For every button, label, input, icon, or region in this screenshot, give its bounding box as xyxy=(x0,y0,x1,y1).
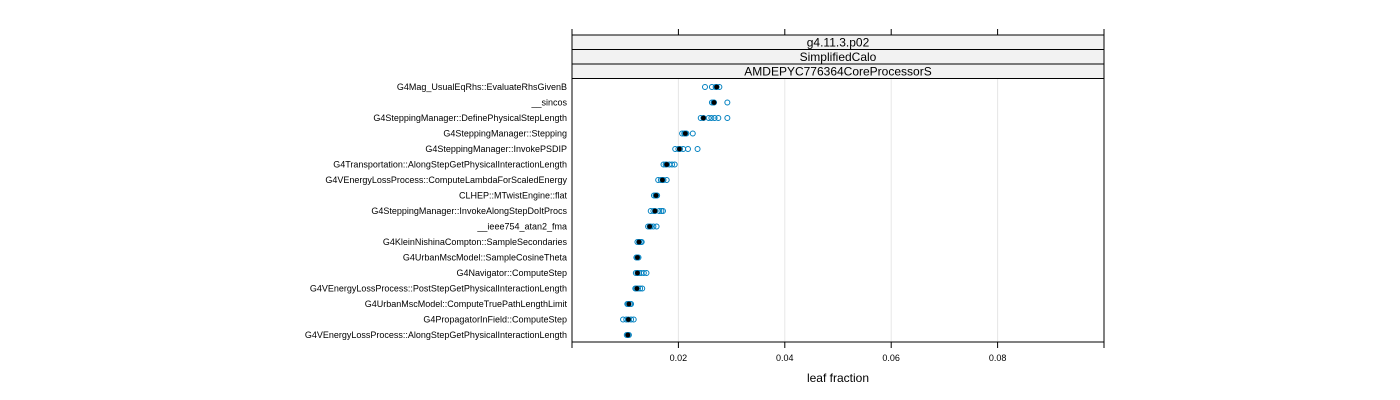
data-point xyxy=(708,115,715,121)
data-point xyxy=(669,161,676,168)
median-marker xyxy=(634,286,640,291)
category-label: CLHEP::MTwistEngine::flat xyxy=(459,191,568,201)
data-point xyxy=(705,115,712,121)
x-tick-label: 0.04 xyxy=(776,353,794,363)
category-label: G4UrbanMscModel::SampleCosineTheta xyxy=(403,253,567,263)
median-marker xyxy=(652,208,658,214)
median-marker xyxy=(701,115,706,121)
data-point xyxy=(659,208,666,214)
data-point xyxy=(724,115,731,121)
category-label: G4Navigator::ComputeStep xyxy=(456,268,567,278)
x-tick-label: 0.08 xyxy=(989,353,1007,363)
data-point xyxy=(651,208,658,214)
category-label: G4UrbanMscModel::ComputeTruePathLengthLi… xyxy=(365,299,568,309)
data-point xyxy=(724,99,731,106)
strip-label: SimplifiedCalo xyxy=(800,50,877,64)
data-point xyxy=(711,99,718,106)
category-label: G4SteppingManager::Stepping xyxy=(443,129,567,139)
median-marker xyxy=(635,255,640,260)
data-point xyxy=(713,84,720,90)
data-point xyxy=(715,115,722,121)
data-point xyxy=(711,115,718,121)
data-point xyxy=(639,285,646,292)
strip-label: AMDEPYC776364CoreProcessorS xyxy=(744,65,931,79)
category-label: G4Transportation::AlongStepGetPhysicalIn… xyxy=(333,160,567,170)
strip-label: g4.11.3.p02 xyxy=(807,36,870,50)
median-marker xyxy=(682,131,688,136)
data-point xyxy=(684,146,691,152)
x-tick-label: 0.06 xyxy=(882,353,900,363)
median-marker xyxy=(636,239,642,245)
panel-border xyxy=(571,78,1105,343)
x-axis: 0.02 0.04 0.06 0.08 xyxy=(571,29,1105,363)
data-point xyxy=(630,316,637,323)
category-label: G4VEnergyLossProcess::ComputeLambdaForSc… xyxy=(325,175,567,185)
category-label: __sincos xyxy=(530,98,567,108)
median-marker xyxy=(664,162,670,167)
strip-headers: g4.11.3.p02SimplifiedCaloAMDEPYC776364Co… xyxy=(571,34,1105,79)
data-point xyxy=(640,270,647,276)
category-label: G4SteppingManager::DefinePhysicalStepLen… xyxy=(373,113,567,123)
category-label: __ieee754_atan2_fma xyxy=(476,222,567,232)
data-point xyxy=(653,223,660,230)
category-label: G4Mag_UsualEqRhs::EvaluateRhsGivenB xyxy=(397,82,567,92)
median-marker xyxy=(647,224,653,229)
data-point xyxy=(643,270,650,276)
category-label: G4VEnergyLossProcess::AlongStepGetPhysic… xyxy=(305,330,567,340)
category-label: G4KleinNishinaCompton::SampleSecondaries xyxy=(383,237,568,247)
data-point xyxy=(671,161,678,168)
median-marker xyxy=(677,146,682,152)
data-point xyxy=(689,130,696,137)
data-marks xyxy=(620,84,731,338)
median-marker xyxy=(625,317,631,322)
grid-lines xyxy=(677,78,999,342)
median-marker xyxy=(625,332,631,338)
category-label: G4SteppingManager::InvokePSDIP xyxy=(425,144,567,154)
data-point xyxy=(702,84,708,90)
category-labels: G4Mag_UsualEqRhs::EvaluateRhsGivenB__sin… xyxy=(305,82,568,340)
median-marker xyxy=(711,100,717,105)
median-marker xyxy=(635,270,640,276)
category-label: G4SteppingManager::InvokeAlongStepDoItPr… xyxy=(371,206,567,216)
x-axis-label: leaf fraction xyxy=(807,371,869,385)
median-marker xyxy=(653,193,659,198)
category-label: G4PropagatorInField::ComputeStep xyxy=(423,315,567,325)
category-label: G4VEnergyLossProcess::PostStepGetPhysica… xyxy=(310,284,567,294)
median-marker xyxy=(626,301,632,307)
x-tick-label: 0.02 xyxy=(670,353,688,363)
median-marker xyxy=(714,84,720,90)
median-marker xyxy=(660,177,665,183)
data-point xyxy=(694,146,701,152)
